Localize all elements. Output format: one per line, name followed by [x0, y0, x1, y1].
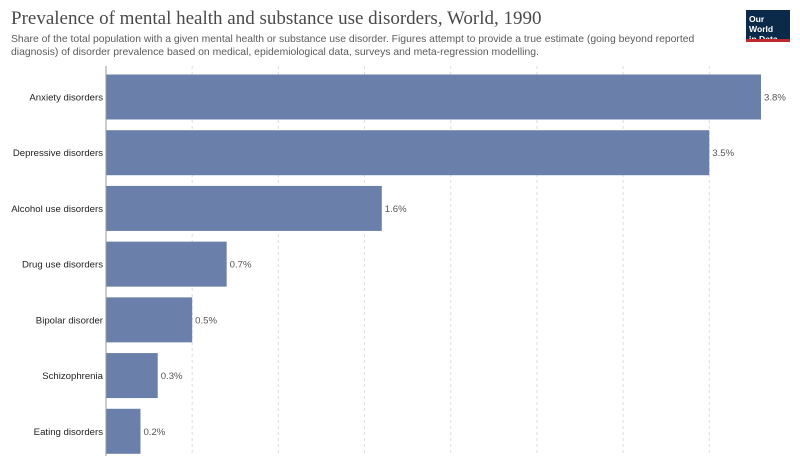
- value-label-6: 0.2%: [143, 427, 165, 438]
- chart-title: Prevalence of mental health and substanc…: [11, 8, 542, 29]
- grid-lines: [191, 66, 710, 456]
- chart-subtitle: Share of the total population with a giv…: [11, 34, 695, 58]
- category-labels: Anxiety disorders Depressive disorders Alc…: [11, 93, 104, 438]
- category-label-1: Depressive disorders: [13, 148, 103, 159]
- value-label-3: 0.7%: [230, 260, 252, 271]
- category-label-3: Drug use disorders: [22, 260, 103, 271]
- bar-5[interactable]: [106, 353, 158, 399]
- bar-2[interactable]: [106, 185, 382, 231]
- value-label-5: 0.3%: [161, 371, 183, 382]
- category-label-6: Eating disorders: [34, 427, 104, 438]
- value-label-0: 3.8%: [764, 93, 786, 104]
- bar-0[interactable]: [106, 74, 761, 120]
- owid-logo[interactable]: Our World in Data: [746, 10, 790, 44]
- value-label-1: 3.5%: [712, 148, 734, 159]
- category-label-4: Bipolar disorder: [36, 315, 104, 326]
- bars: [106, 74, 761, 454]
- value-labels: 3.8% 3.5% 1.6% 0.7% 0.5% 0.3% 0.2%: [143, 93, 786, 438]
- category-label-2: Alcohol use disorders: [11, 204, 103, 215]
- logo-line-1: Our World: [749, 14, 774, 34]
- bar-6[interactable]: [106, 408, 141, 454]
- category-label-0: Anxiety disorders: [29, 93, 103, 104]
- value-label-2: 1.6%: [385, 204, 407, 215]
- logo-accent-bar: [746, 39, 790, 42]
- bar-3[interactable]: [106, 241, 227, 287]
- bar-4[interactable]: [106, 297, 193, 343]
- bar-1[interactable]: [106, 130, 710, 176]
- value-label-4: 0.5%: [195, 315, 217, 326]
- category-label-5: Schizophrenia: [42, 371, 103, 382]
